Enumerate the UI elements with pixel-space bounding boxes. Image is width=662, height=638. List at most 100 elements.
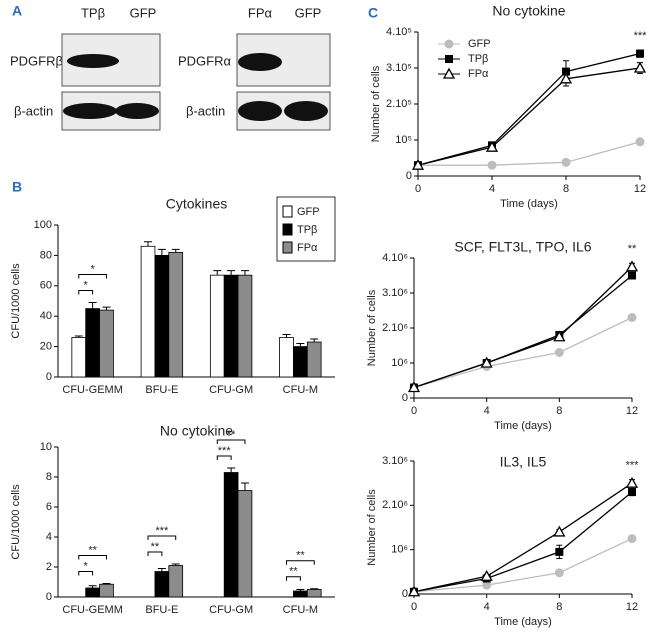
- significance-bracket: [286, 576, 301, 581]
- error-bar: [157, 568, 166, 572]
- legend-label: FPα: [468, 68, 489, 80]
- y-tick-label: 3.10⁶: [382, 287, 408, 299]
- legend-label: TPβ: [297, 224, 317, 236]
- chart-title: SCF, FLT3L, TPO, IL6: [454, 239, 591, 255]
- significance-bracket: [286, 560, 315, 565]
- y-tick-label: 40: [40, 310, 52, 322]
- point: [407, 381, 421, 393]
- y-axis-label: Number of cells: [366, 289, 378, 366]
- y-tick-label: 8: [46, 471, 52, 483]
- bar: [154, 254, 170, 378]
- y-tick-label: 80: [40, 249, 52, 261]
- bar: [168, 251, 184, 378]
- point: [442, 67, 456, 79]
- significance-label: **: [296, 550, 305, 562]
- y-tick-label: 2.10⁵: [386, 98, 412, 110]
- point: [554, 348, 564, 357]
- bar: [99, 583, 114, 598]
- x-tick-label: 4: [484, 601, 490, 613]
- error-bar: [171, 248, 180, 253]
- blot-band: [63, 103, 117, 119]
- point: [485, 140, 499, 152]
- point: [636, 49, 644, 58]
- point: [445, 55, 453, 63]
- legend-label: GFP: [468, 38, 491, 50]
- legend-swatch: [282, 205, 293, 218]
- y-tick-label: 10⁶: [391, 544, 408, 556]
- bar: [223, 472, 239, 598]
- point: [444, 39, 454, 49]
- line: [413, 482, 633, 593]
- chart-title: IL3, IL5: [500, 454, 547, 470]
- y-tick-label: 10⁶: [391, 357, 408, 369]
- chart-title: No cytokine: [160, 423, 233, 439]
- line: [417, 67, 641, 166]
- x-tick-label: 0: [411, 405, 417, 417]
- significance-bracket: [216, 455, 232, 460]
- y-tick-label: 6: [46, 501, 52, 513]
- bar: [223, 274, 239, 378]
- line: [413, 266, 633, 389]
- panel-label: B: [12, 179, 22, 195]
- significance-label: *: [90, 263, 95, 275]
- error-bar: [296, 343, 305, 347]
- bar: [99, 309, 114, 378]
- y-tick-label: 2.10⁶: [382, 322, 408, 334]
- point: [553, 525, 566, 537]
- error-bar: [102, 583, 111, 585]
- blot-band: [238, 53, 282, 71]
- point: [628, 488, 636, 497]
- legend-label: FPα: [297, 242, 318, 254]
- blot-band: [284, 101, 328, 121]
- point: [480, 569, 493, 581]
- lane-label: TPβ: [81, 5, 105, 20]
- blot-band: [115, 103, 159, 119]
- error-bar: [102, 306, 111, 311]
- x-tick-label: 8: [563, 183, 569, 195]
- y-tick-label: 0: [402, 588, 408, 600]
- bar: [306, 589, 322, 598]
- significance-bracket: [147, 551, 163, 556]
- bar: [293, 346, 308, 378]
- blot-band: [238, 101, 282, 121]
- line: [413, 491, 633, 593]
- line: [413, 316, 633, 389]
- line: [413, 537, 633, 593]
- error-bar: [240, 482, 249, 491]
- bar: [237, 490, 253, 598]
- significance-bracket: [147, 535, 177, 540]
- lane-label: GFP: [295, 5, 322, 20]
- y-axis-label: Number of cells: [370, 65, 382, 142]
- x-tick-label: CFU-GEMM: [62, 384, 123, 396]
- significance-bracket: [78, 274, 107, 279]
- y-tick-label: 4.10⁶: [382, 252, 408, 264]
- point: [411, 158, 425, 170]
- x-tick-label: 12: [626, 601, 638, 613]
- x-tick-label: CFU-M: [283, 384, 318, 396]
- y-tick-label: 0: [46, 371, 52, 383]
- y-tick-label: 2: [46, 561, 52, 573]
- point: [559, 72, 573, 84]
- error-bar: [144, 241, 153, 247]
- error-bar: [282, 333, 291, 338]
- significance-label: ***: [155, 525, 169, 537]
- bar: [154, 571, 170, 598]
- point: [628, 271, 636, 280]
- error-bar: [296, 589, 305, 591]
- point: [627, 534, 637, 544]
- blot-band: [67, 54, 119, 68]
- bar: [306, 341, 322, 378]
- point: [555, 547, 564, 556]
- y-tick-label: 4.10⁵: [386, 26, 412, 38]
- chart-title: No cytokine: [492, 3, 565, 19]
- bar: [209, 274, 225, 378]
- lane-label: FPα: [248, 5, 273, 20]
- panel-label: A: [12, 3, 22, 19]
- line: [418, 141, 641, 166]
- row-label: β-actin: [14, 103, 53, 118]
- x-tick-label: 12: [626, 405, 638, 417]
- bar: [168, 565, 184, 598]
- point: [625, 476, 639, 488]
- row-label: PDGFRβ: [10, 53, 63, 68]
- point: [633, 61, 647, 73]
